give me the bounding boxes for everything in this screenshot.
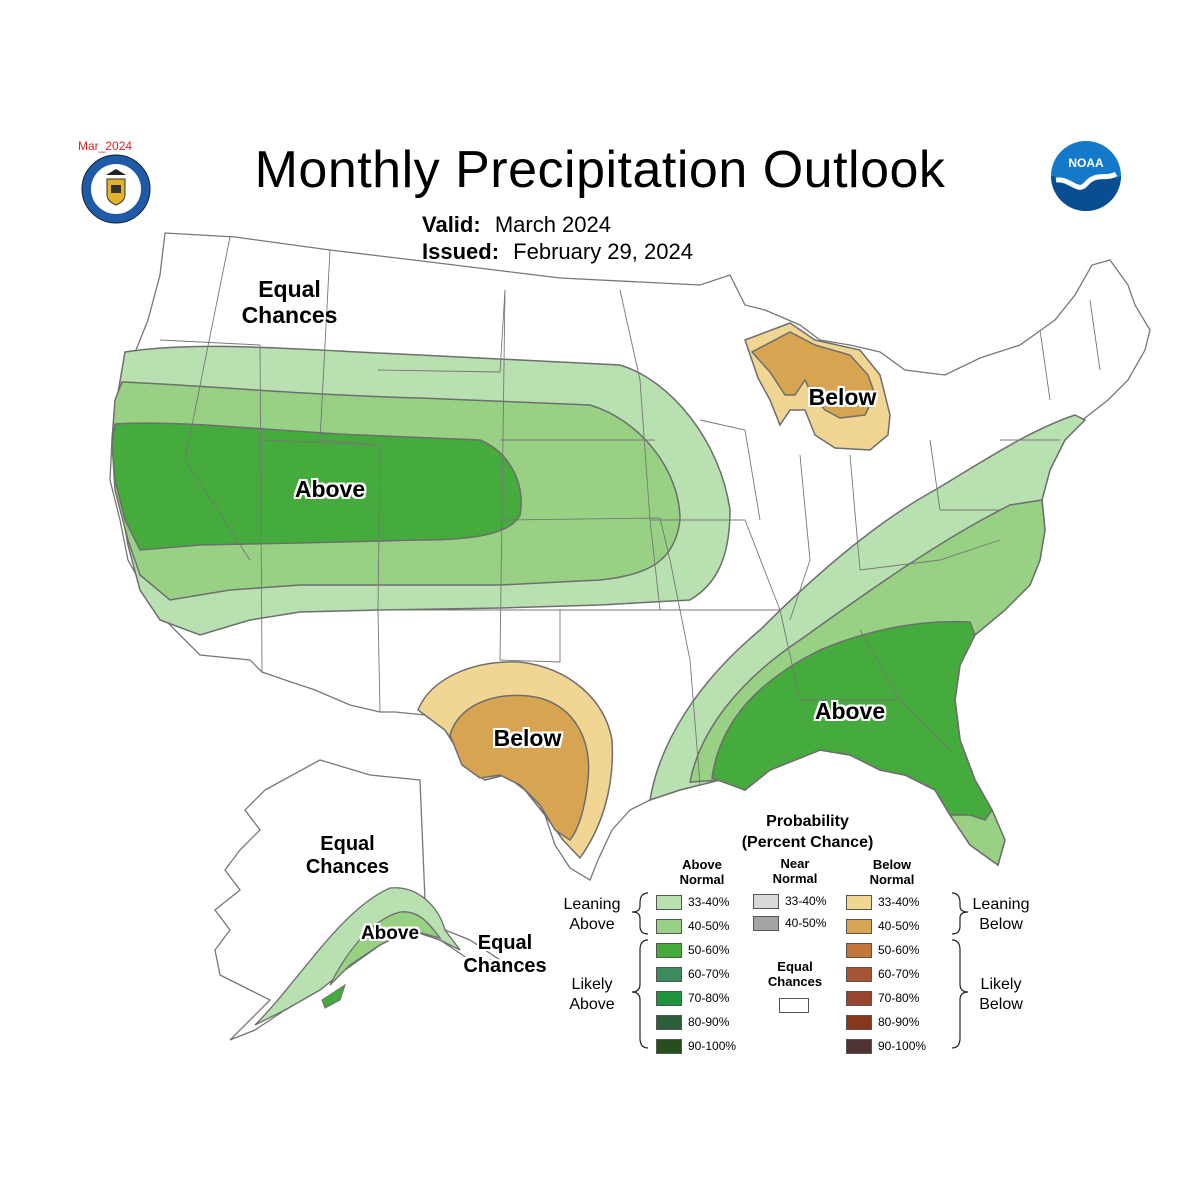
legend-ec-1: Equal xyxy=(777,959,813,974)
legend-item: 60-70% xyxy=(846,962,926,986)
legend-col-below-1: Below xyxy=(872,857,912,872)
legend-ec-2: Chances xyxy=(767,973,823,989)
legend-swatch-label: 50-60% xyxy=(688,943,730,957)
legend-col-near-1: Near xyxy=(780,856,810,871)
legend-swatch xyxy=(656,942,682,958)
legend-swatch-label: 70-80% xyxy=(688,991,730,1005)
label-mi-below: Below xyxy=(808,384,877,410)
legend-swatch xyxy=(846,1038,872,1054)
label-west-above: Above xyxy=(294,476,366,502)
noaa-logo-text: NOAA xyxy=(1068,156,1104,170)
legend-swatch-label: 33-40% xyxy=(688,895,730,909)
legend-near-list: 33-40% 40-50% xyxy=(753,890,826,934)
legend-title-2: (Percent Chance) xyxy=(741,834,874,851)
legend-leaning-above-2: Above xyxy=(569,916,615,933)
legend-swatch xyxy=(656,990,682,1006)
legend-item: 70-80% xyxy=(656,986,736,1010)
legend-swatch xyxy=(846,942,872,958)
label-ak-above: Above xyxy=(360,923,420,944)
legend-leaning-above-1: Leaning xyxy=(563,896,621,913)
legend-swatch xyxy=(656,1014,682,1030)
legend-swatch-label: 40-50% xyxy=(688,919,730,933)
label-tx-below: Below xyxy=(493,725,562,751)
legend-above-list: 33-40% 40-50% 50-60% 60-70% 70-80% 80-90… xyxy=(656,890,736,1058)
legend-item: 40-50% xyxy=(656,914,736,938)
legend-likely-above-2: Above xyxy=(569,996,615,1013)
label-ak-ec2: Equal Chances xyxy=(463,932,547,977)
legend-swatch xyxy=(753,893,779,909)
alaska-outline xyxy=(214,759,503,1041)
legend-swatch-label: 60-70% xyxy=(878,967,920,981)
legend-swatch-label: 90-100% xyxy=(688,1039,737,1053)
legend-col-above-2: Normal xyxy=(679,871,725,887)
page-title: Monthly Precipitation Outlook xyxy=(254,141,946,199)
legend-item: 50-60% xyxy=(656,938,736,962)
legend-col-near-2: Normal xyxy=(772,870,818,886)
state-lines xyxy=(159,236,1101,786)
legend-item: 90-100% xyxy=(656,1034,736,1058)
legend-likely-below-1: Likely xyxy=(980,976,1022,993)
legend-item: 80-90% xyxy=(846,1010,926,1034)
legend-item: 80-90% xyxy=(656,1010,736,1034)
legend-item: 33-40% xyxy=(846,890,926,914)
legend-swatch xyxy=(846,966,872,982)
legend-item: 40-50% xyxy=(846,914,926,938)
label-ak-ec: Equal Chances xyxy=(305,833,390,878)
west-above-50-60 xyxy=(111,422,522,551)
legend-swatch xyxy=(846,894,872,910)
commerce-seal-logo xyxy=(81,154,151,224)
legend-col-below-2: Normal xyxy=(869,871,915,887)
legend-item: 50-60% xyxy=(846,938,926,962)
legend-swatch xyxy=(656,966,682,982)
legend-swatch xyxy=(846,1014,872,1030)
legend-swatch xyxy=(753,915,779,931)
mi-below-40-50 xyxy=(750,331,876,419)
legend-swatch-label: 90-100% xyxy=(878,1039,927,1053)
legend-swatch-label: 80-90% xyxy=(688,1015,730,1029)
legend-item: 70-80% xyxy=(846,986,926,1010)
legend-item: 33-40% xyxy=(656,890,736,914)
legend-item: 90-100% xyxy=(846,1034,926,1058)
legend-swatch-label: 60-70% xyxy=(688,967,730,981)
issued-value: February 29, 2024 xyxy=(513,239,693,264)
legend-swatch-label: 33-40% xyxy=(785,894,827,908)
valid-label: Valid: xyxy=(422,212,481,237)
legend-col-above-1: Above xyxy=(682,857,722,872)
legend-title-1: Probability xyxy=(766,813,849,830)
issued-label: Issued: xyxy=(422,239,500,264)
legend-swatch-label: 80-90% xyxy=(878,1015,920,1029)
legend-braces xyxy=(631,892,969,1049)
ak-above-50-60 xyxy=(321,983,346,1009)
label-conus-ec: Equal Chances xyxy=(241,276,338,329)
legend-leaning-below-1: Leaning xyxy=(972,896,1030,913)
se-above-50-60 xyxy=(711,620,993,821)
ak-above-40-50 xyxy=(329,911,442,986)
legend-item: 60-70% xyxy=(656,962,736,986)
noaa-logo: NOAA xyxy=(1051,141,1121,211)
legend-likely-above-1: Likely xyxy=(571,976,613,993)
legend-swatch-label: 50-60% xyxy=(878,943,920,957)
legend-swatch-label: 70-80% xyxy=(878,991,920,1005)
legend-swatch-label: 40-50% xyxy=(785,916,827,930)
legend-swatch xyxy=(656,918,682,934)
legend-likely-below-2: Below xyxy=(979,996,1023,1013)
legend-swatch-label: 40-50% xyxy=(878,919,920,933)
legend-below-list: 33-40% 40-50% 50-60% 60-70% 70-80% 80-90… xyxy=(846,890,926,1058)
legend-item: 33-40% xyxy=(753,890,826,912)
valid-value: March 2024 xyxy=(494,212,611,237)
label-se-above: Above xyxy=(814,698,886,724)
legend-swatch xyxy=(846,990,872,1006)
legend-item: 40-50% xyxy=(753,912,826,934)
legend-swatch xyxy=(656,1038,682,1054)
legend-swatch xyxy=(656,894,682,910)
legend-ec-swatch xyxy=(779,998,809,1013)
legend-swatch-label: 33-40% xyxy=(878,895,920,909)
date-stamp: Mar_2024 xyxy=(78,139,133,153)
legend-leaning-below-2: Below xyxy=(979,916,1023,933)
tx-below-40-50 xyxy=(449,694,590,842)
legend-swatch xyxy=(846,918,872,934)
